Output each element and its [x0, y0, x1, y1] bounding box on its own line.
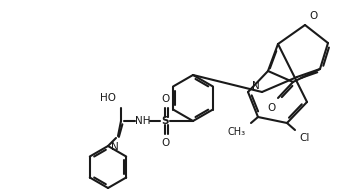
Text: O: O: [309, 11, 317, 21]
Text: O: O: [268, 103, 276, 113]
Text: N: N: [111, 142, 119, 152]
Text: NH: NH: [135, 116, 151, 126]
Text: O: O: [161, 138, 169, 148]
Text: CH₃: CH₃: [228, 127, 246, 137]
Text: O: O: [161, 94, 169, 104]
Text: N: N: [252, 81, 260, 91]
Text: S: S: [161, 116, 169, 126]
Text: Cl: Cl: [299, 133, 309, 143]
Text: HO: HO: [100, 93, 116, 103]
